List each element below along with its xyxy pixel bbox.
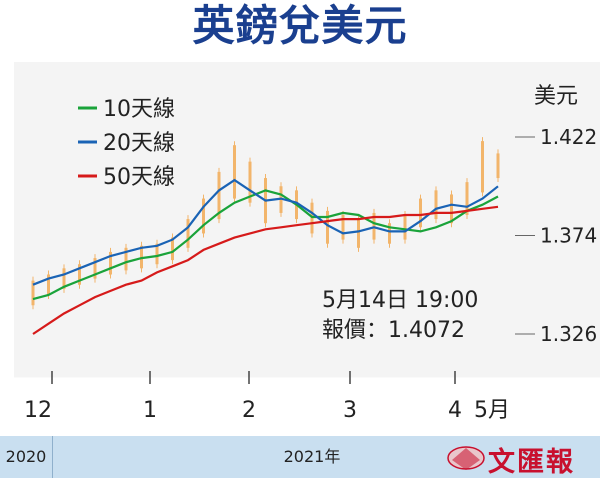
chart-title: 英鎊兌美元 bbox=[192, 1, 408, 50]
series-line-50天線 bbox=[32, 205, 499, 335]
legend-label: 10天線 bbox=[103, 97, 175, 122]
candle-body bbox=[388, 223, 391, 244]
candle-body bbox=[419, 198, 422, 228]
candle-body bbox=[326, 210, 329, 244]
plot-area bbox=[14, 62, 600, 377]
legend-label: 50天線 bbox=[103, 165, 175, 190]
candle-body bbox=[62, 268, 66, 289]
y-axis-unit-label: 美元 bbox=[534, 84, 579, 109]
y-tick-label: 1.326 bbox=[540, 322, 597, 346]
candle-body bbox=[31, 280, 35, 306]
timeline-bar: 2020 2021年 bbox=[0, 436, 600, 478]
newspaper-logo-icon bbox=[447, 446, 485, 470]
candle-body bbox=[47, 274, 50, 296]
candle-body bbox=[171, 237, 174, 261]
candle-body bbox=[124, 247, 128, 271]
candle-body bbox=[248, 161, 252, 203]
logo-text: 文匯報 bbox=[488, 447, 575, 478]
x-tick-label: 1 bbox=[143, 398, 157, 423]
candle-body bbox=[109, 251, 112, 275]
candle-body bbox=[403, 214, 407, 240]
candle-body bbox=[357, 219, 360, 248]
x-tick-label: 4 bbox=[448, 398, 462, 423]
series-line-20天線 bbox=[32, 178, 499, 286]
candle-body bbox=[481, 141, 484, 193]
annotation-time: 5月14日 19:00 bbox=[322, 288, 479, 313]
candle-body bbox=[93, 258, 97, 279]
year-2021-label: 2021年 bbox=[283, 447, 341, 466]
x-tick-label: 5月 bbox=[474, 398, 510, 423]
candle-body bbox=[186, 219, 190, 248]
candle-body bbox=[155, 243, 159, 265]
x-tick-label: 12 bbox=[24, 398, 52, 423]
candle-body bbox=[202, 198, 205, 234]
x-tick-label: 3 bbox=[343, 398, 357, 423]
candle-body bbox=[341, 214, 345, 240]
x-tick-label: 2 bbox=[242, 398, 256, 423]
series-line-10天線 bbox=[32, 189, 499, 301]
candle-body bbox=[78, 264, 81, 285]
candle-body bbox=[465, 182, 469, 215]
y-tick-label: 1.374 bbox=[540, 224, 597, 248]
year-2020-label: 2020 bbox=[0, 436, 53, 478]
y-tick-label: 1.422 bbox=[540, 125, 597, 149]
annotation-price: 報價：1.4072 bbox=[322, 318, 465, 343]
candle-body bbox=[434, 190, 438, 220]
candle-body bbox=[217, 171, 221, 220]
legend-label: 20天線 bbox=[103, 131, 175, 156]
candle-body bbox=[496, 153, 500, 179]
candle-body bbox=[450, 194, 453, 224]
candle-body bbox=[233, 145, 236, 199]
